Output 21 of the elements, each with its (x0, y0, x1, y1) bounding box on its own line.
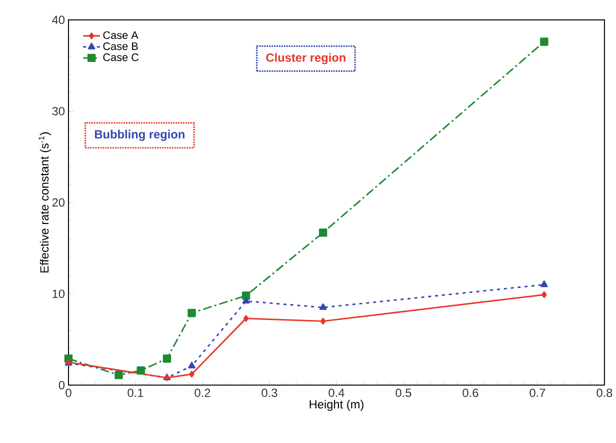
x-tick-label: 0.2 (194, 388, 210, 398)
x-axis-title: Height (m) (310, 400, 364, 412)
annotation: Cluster region (266, 53, 346, 64)
y-tick-label: 30 (52, 107, 65, 116)
x-tick-label: 0.3 (262, 388, 278, 398)
annotation: Bubbling region (95, 130, 184, 142)
x-tick-label: 0 (66, 388, 72, 398)
y-tick-label: 0 (58, 381, 65, 390)
x-tick-label: 0.7 (530, 388, 546, 398)
y-tick-label: 40 (52, 16, 65, 24)
x-tick-label: 0.1 (128, 388, 144, 398)
x-tick-label: 0.4 (328, 388, 344, 398)
y-tick-label: 10 (52, 290, 65, 298)
x-tick-label: 0.6 (462, 388, 478, 398)
x-tick-label: 0.5 (396, 388, 412, 398)
y-axis-title: Effective rate constant (s$^{-1}$) (38, 132, 51, 273)
y-tick-label: 20 (52, 198, 65, 207)
legend-label: Case B (103, 42, 138, 50)
legend-label: Case A (103, 31, 138, 40)
x-tick-label: 0.8 (596, 388, 612, 398)
legend-label: Case C (103, 54, 139, 62)
